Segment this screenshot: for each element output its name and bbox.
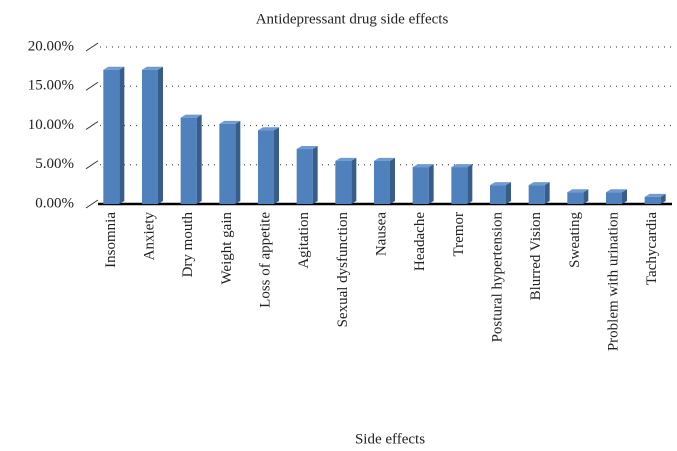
bar-side: [235, 120, 241, 204]
bar: [142, 69, 158, 204]
chart-title: Antidepressant drug side effects: [256, 11, 449, 27]
bar: [374, 160, 390, 204]
bar-top: [606, 189, 627, 193]
bar-top: [219, 120, 241, 124]
y-tick-mark: [85, 121, 99, 130]
bar-top: [296, 146, 318, 150]
bar-top: [374, 157, 395, 161]
x-tick-label: Agitation: [296, 212, 312, 269]
bar: [451, 167, 468, 204]
y-tick-mark: [85, 81, 99, 91]
bar-side: [158, 66, 163, 204]
bar-side: [622, 189, 627, 204]
bar-side: [506, 182, 511, 204]
bar: [490, 185, 506, 204]
bar-top: [644, 193, 666, 197]
bar-side: [312, 146, 318, 204]
bar: [644, 196, 661, 204]
x-tick-label: Weight gain: [219, 212, 235, 285]
x-axis-label: Side effects: [355, 431, 425, 447]
bar: [528, 185, 545, 204]
y-tick-label: 15.00%: [28, 78, 74, 94]
bar-side: [583, 189, 589, 204]
bar: [180, 117, 197, 204]
y-tick-mark: [85, 42, 99, 52]
bar-side: [119, 66, 125, 204]
x-tick-label: Blurred Vision: [528, 212, 544, 301]
bar-top: [451, 164, 473, 168]
x-tick-label: Loss of appetite: [257, 212, 273, 308]
bar-top: [528, 182, 550, 186]
bar-side: [660, 193, 666, 204]
bar-side: [544, 182, 550, 204]
x-tick-label: Sexual dysfunction: [335, 212, 351, 328]
x-tick-label: Tachycardia: [644, 212, 660, 285]
x-tick-label: Problem with urination: [605, 212, 621, 352]
y-tick-mark: [85, 199, 99, 209]
y-tick-label: 0.00%: [35, 195, 74, 211]
bar-side: [467, 164, 473, 204]
bar-top: [412, 164, 434, 168]
bar-side: [428, 164, 434, 204]
x-tick-label: Dry mouth: [180, 212, 196, 278]
bar: [296, 149, 313, 204]
bar-top: [180, 114, 202, 118]
bar: [258, 130, 274, 204]
bar: [606, 192, 622, 204]
bar-side: [351, 157, 357, 204]
bar-top: [490, 182, 511, 186]
x-tick-label: Tremor: [451, 212, 467, 256]
bar-side: [274, 127, 279, 204]
y-tick-mark: [85, 160, 99, 170]
bar: [412, 167, 429, 204]
x-tick-label: Postural hypertension: [489, 212, 505, 343]
bar-top: [567, 189, 589, 193]
bar-top: [142, 66, 163, 70]
bar-side: [390, 157, 395, 204]
y-tick-label: 5.00%: [35, 156, 74, 172]
bar-top: [103, 66, 125, 70]
x-tick-label: Anxiety: [141, 212, 157, 261]
y-tick-label: 10.00%: [28, 117, 74, 133]
y-tick-label: 20.00%: [28, 38, 74, 54]
x-tick-label: Insomnia: [103, 212, 119, 268]
x-tick-label: Headache: [412, 212, 428, 271]
bar: [335, 160, 352, 204]
bar-top: [258, 127, 279, 131]
x-tick-label: Sweating: [567, 212, 583, 268]
bar: [103, 69, 120, 204]
bar: [567, 192, 584, 204]
bar: [219, 123, 236, 204]
x-tick-label: Nausea: [373, 212, 389, 256]
bar-top: [335, 157, 357, 161]
bar-side: [196, 114, 202, 204]
